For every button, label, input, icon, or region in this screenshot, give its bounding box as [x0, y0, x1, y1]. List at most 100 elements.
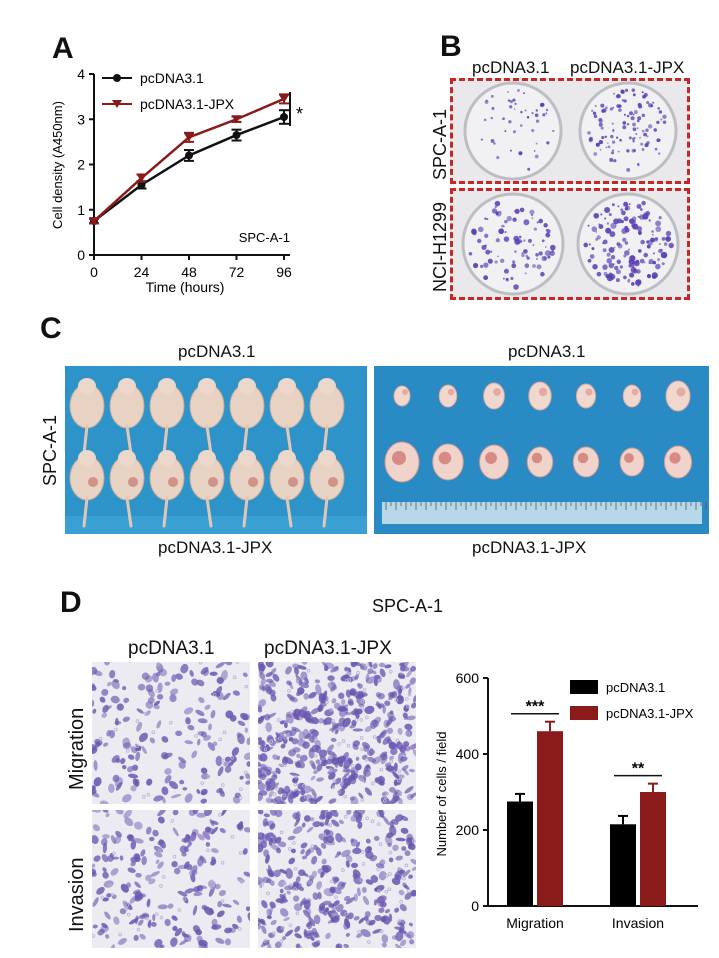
- cell: [350, 662, 358, 668]
- cell: [336, 722, 343, 727]
- cell: [243, 871, 250, 877]
- cell: [312, 844, 319, 851]
- cell: [302, 741, 310, 749]
- colony: [538, 218, 544, 224]
- y-tick-label: 1: [77, 202, 85, 218]
- colony: [624, 88, 629, 92]
- pore: [343, 794, 348, 799]
- cell: [283, 917, 290, 922]
- colony: [534, 113, 539, 118]
- colony: [525, 254, 529, 258]
- cell: [284, 722, 288, 729]
- cell: [214, 883, 221, 890]
- cell: [308, 916, 316, 927]
- colony: [637, 102, 642, 107]
- colony: [615, 278, 620, 283]
- colony: [503, 268, 509, 274]
- x-tick-label: 48: [181, 264, 197, 280]
- cell: [315, 684, 322, 696]
- cell: [265, 781, 271, 786]
- cell: [295, 811, 301, 822]
- colony: [544, 246, 547, 248]
- pore: [125, 749, 130, 753]
- cell: [171, 674, 177, 683]
- cell: [102, 867, 107, 873]
- pore: [360, 850, 365, 854]
- cell: [211, 924, 222, 930]
- pore: [302, 783, 306, 788]
- colony: [598, 224, 604, 229]
- colony: [595, 231, 598, 233]
- colony: [663, 255, 667, 258]
- cell: [264, 713, 271, 721]
- y-tick-label: 0: [77, 247, 85, 263]
- cell: [391, 743, 399, 750]
- cell: [330, 737, 337, 742]
- mouse-head: [278, 378, 296, 394]
- pore: [98, 736, 103, 741]
- cell: [258, 923, 262, 930]
- tumor-bump: [208, 477, 218, 487]
- colony: [626, 167, 631, 172]
- colony: [605, 227, 612, 234]
- colony: [662, 114, 667, 119]
- colony: [626, 205, 629, 208]
- cell: [122, 794, 132, 803]
- cell: [265, 868, 275, 874]
- cell: [404, 723, 413, 731]
- cell: [299, 795, 307, 803]
- colony: [611, 149, 615, 152]
- colony: [640, 142, 644, 146]
- cell: [308, 735, 315, 743]
- cell: [343, 759, 352, 769]
- colony: [643, 261, 646, 264]
- x-tick-label: 0: [90, 264, 98, 280]
- cell: [404, 892, 412, 900]
- cell: [172, 827, 179, 837]
- cell: [403, 768, 409, 776]
- cell: [134, 853, 141, 860]
- cell: [408, 922, 413, 927]
- pore: [206, 848, 210, 853]
- cell: [145, 826, 152, 835]
- pore: [388, 850, 393, 855]
- micro-invasion-control: [92, 810, 250, 948]
- colony: [509, 149, 513, 152]
- cell: [262, 818, 268, 827]
- cell: [298, 886, 304, 892]
- cell: [265, 678, 274, 683]
- colony: [628, 258, 635, 265]
- cell: [342, 717, 351, 728]
- cell: [258, 699, 267, 707]
- cell: [92, 871, 97, 877]
- pore: [275, 787, 280, 791]
- x-tick-label: 96: [276, 264, 292, 280]
- colony: [666, 237, 670, 240]
- colony: [519, 207, 525, 213]
- cell: [164, 918, 171, 927]
- cell: [325, 758, 334, 765]
- pore: [406, 731, 411, 736]
- colony: [627, 279, 631, 283]
- colony: [608, 212, 612, 217]
- tumor-bump: [328, 477, 338, 487]
- data-point: [232, 131, 241, 140]
- cell: [310, 817, 315, 822]
- colony-dishes-h1299: [461, 192, 680, 296]
- colony: [662, 120, 667, 124]
- colony: [487, 258, 493, 264]
- colony: [538, 251, 543, 256]
- cell: [161, 786, 169, 796]
- cell: [231, 747, 240, 757]
- cell: [404, 786, 414, 794]
- cell: [403, 704, 410, 712]
- cell: [306, 878, 314, 887]
- cell: [111, 680, 120, 690]
- cell: [289, 696, 298, 703]
- colony: [658, 243, 661, 245]
- cell: [246, 737, 250, 746]
- cell: [363, 767, 368, 775]
- cell: [290, 848, 296, 854]
- cell: [345, 897, 356, 905]
- cell: [310, 707, 320, 715]
